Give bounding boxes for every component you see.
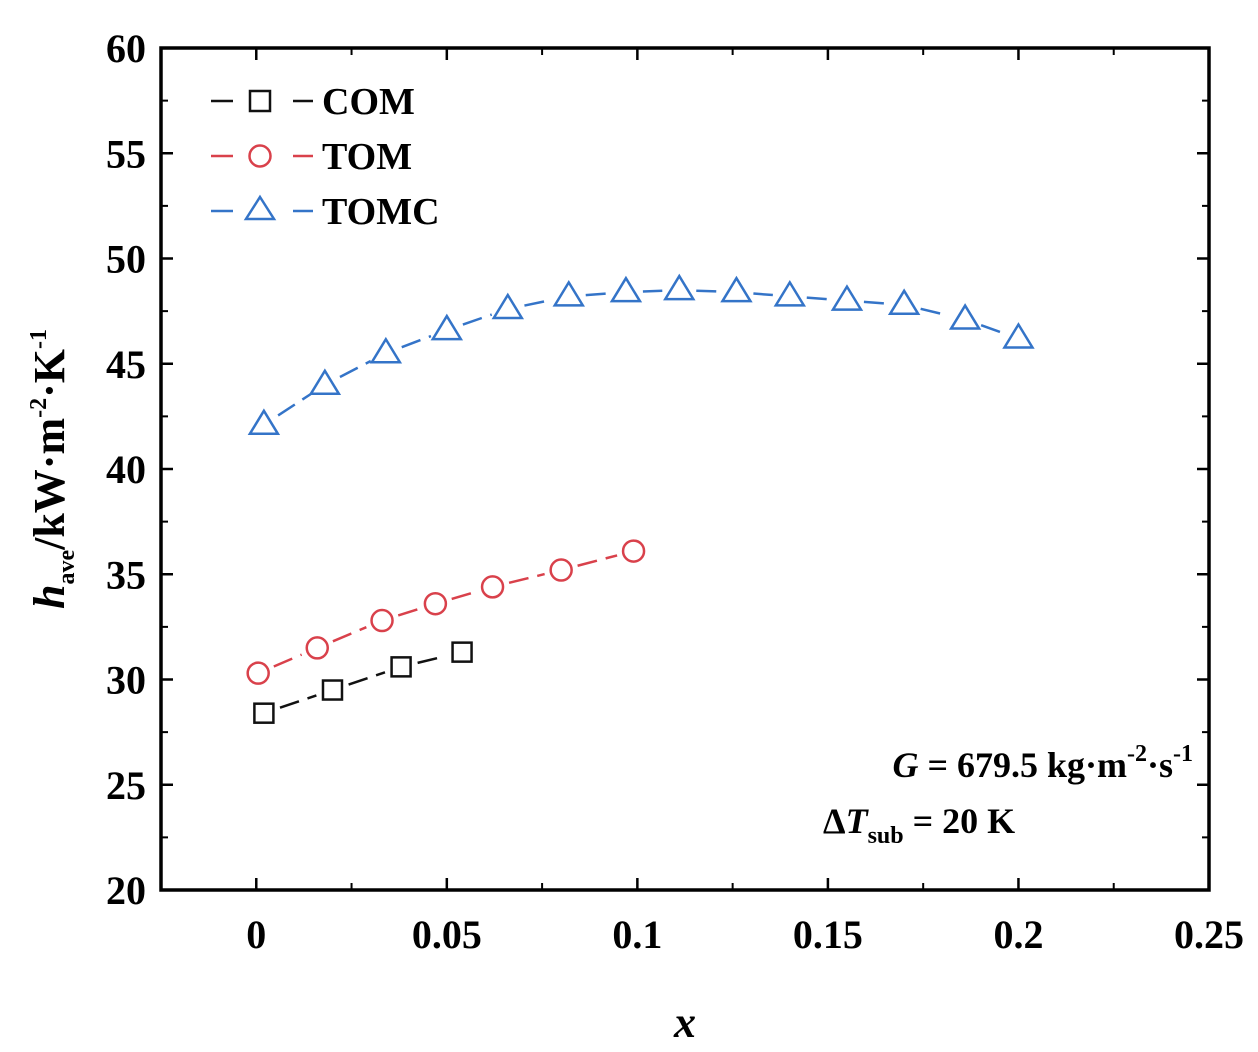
y-axis-unit-a: /kW·m xyxy=(25,418,74,551)
legend-label-tomc: TOMC xyxy=(322,191,440,233)
series-line-tom xyxy=(332,626,367,643)
x-axis-title: x xyxy=(673,998,696,1047)
data-point-tomc xyxy=(308,368,342,396)
x-tick-label: 0.25 xyxy=(1174,912,1244,957)
data-point-tomc xyxy=(1002,322,1035,349)
series-line-tomc xyxy=(696,289,720,293)
legend-label-tom: TOM xyxy=(322,136,412,178)
y-axis-var-subscript: ave xyxy=(54,550,80,585)
annotation-mass-flux-text: = 679.5 kg·m xyxy=(918,745,1127,785)
y-tick-label: 25 xyxy=(106,763,146,808)
data-point-tomc xyxy=(247,408,281,436)
legend-item-tomc: TOMC xyxy=(211,191,440,233)
x-tick-label: 0 xyxy=(246,912,266,957)
data-point-tomc xyxy=(369,336,403,364)
x-tick-label: 0.05 xyxy=(412,912,482,957)
series-line-tomc xyxy=(920,307,949,317)
series-line-tom xyxy=(397,607,420,617)
annotation-subcooling-text: = 20 K xyxy=(904,801,1016,841)
series-line-tomc xyxy=(980,324,1003,334)
data-point-com xyxy=(451,641,473,663)
legend-marker-tom xyxy=(248,144,272,168)
y-tick-label: 20 xyxy=(106,868,146,913)
y-tick-label: 35 xyxy=(106,552,146,597)
data-point-tomc xyxy=(552,279,585,307)
series-line-tomc xyxy=(401,334,432,349)
series-tomc xyxy=(247,273,1035,436)
legend-item-com: COM xyxy=(211,81,415,123)
data-point-com xyxy=(321,679,344,701)
data-point-tomc xyxy=(491,292,525,320)
legend-marker-com xyxy=(248,89,272,113)
legend-item-tom: TOM xyxy=(211,136,412,178)
series-line-tomc xyxy=(806,296,831,301)
annotation-mass-flux-exp2: -1 xyxy=(1173,741,1193,767)
series-line-tomc xyxy=(277,393,312,417)
y-axis-exp-b: -1 xyxy=(26,329,52,349)
data-point-tom xyxy=(621,539,646,563)
annotation-mass-flux: G = 679.5 kg·m-2·s-1 xyxy=(892,741,1193,785)
data-point-tom xyxy=(370,608,394,633)
data-point-tom xyxy=(480,575,505,599)
series-line-tomc xyxy=(642,289,663,293)
legend-label-com: COM xyxy=(322,81,415,123)
y-tick-label: 50 xyxy=(106,237,146,282)
series-tom xyxy=(246,539,646,685)
series-com xyxy=(253,641,473,724)
series-line-com xyxy=(417,654,446,665)
y-axis-title: have/kW·m-2·K-1 xyxy=(25,329,80,609)
series-line-tom xyxy=(508,572,545,585)
y-tick-label: 45 xyxy=(106,342,146,387)
y-tick-label: 55 xyxy=(106,131,146,176)
y-axis-var: h xyxy=(25,585,74,609)
y-axis-unit-b: ·K xyxy=(25,349,74,398)
data-point-tomc xyxy=(663,273,696,301)
series-layer xyxy=(246,273,1035,724)
annotation-subcooling-sub: sub xyxy=(868,823,904,849)
data-point-tom xyxy=(246,661,270,685)
series-line-tomc xyxy=(863,300,888,305)
series-line-com xyxy=(279,694,317,709)
series-line-tom xyxy=(451,590,477,601)
annotation-subcooling-prefix: Δ xyxy=(823,801,846,841)
legend-marker-tomc xyxy=(243,194,277,221)
tick-labels: 0 0.05 0.1 0.15 0.2 0.25 20 25 30 35 40 45 50 55 60 xyxy=(106,26,1244,957)
data-point-tomc xyxy=(609,275,643,303)
y-tick-label: 40 xyxy=(106,447,146,492)
series-line-tomc xyxy=(753,292,773,297)
x-tick-label: 0.2 xyxy=(993,912,1043,957)
data-point-tomc xyxy=(430,313,464,341)
series-line-tom xyxy=(577,554,618,567)
data-point-com xyxy=(390,656,412,678)
series-line-tom xyxy=(273,653,303,668)
annotation-subcooling: ΔTsub = 20 K xyxy=(823,801,1015,849)
x-tick-label: 0.1 xyxy=(612,912,662,957)
legend: COM TOM TOMC xyxy=(211,81,440,233)
data-point-tomc xyxy=(887,288,921,316)
annotation-mass-flux-exp1: -2 xyxy=(1127,741,1147,767)
data-point-tom xyxy=(305,636,329,660)
annotation-mass-flux-mid: ·s xyxy=(1147,745,1173,785)
data-point-tomc xyxy=(720,275,753,303)
data-point-tom xyxy=(549,558,573,582)
annotation-mass-flux-var: G xyxy=(892,745,918,785)
y-tick-label: 60 xyxy=(106,26,146,71)
y-axis-exp-a: -2 xyxy=(26,398,52,418)
data-point-tomc xyxy=(948,303,982,330)
series-line-tomc xyxy=(339,359,372,379)
y-tick-label: 30 xyxy=(106,658,146,703)
series-line-tomc xyxy=(462,313,493,326)
data-point-com xyxy=(253,702,275,724)
series-line-com xyxy=(348,671,386,686)
data-point-tom xyxy=(423,591,448,616)
plot-frame xyxy=(159,46,1211,892)
series-line-tomc xyxy=(585,292,610,297)
series-line-tomc xyxy=(524,298,553,307)
data-point-tomc xyxy=(830,284,864,311)
data-point-tomc xyxy=(773,279,807,307)
x-tick-label: 0.15 xyxy=(793,912,863,957)
annotation-subcooling-var: T xyxy=(846,801,870,841)
